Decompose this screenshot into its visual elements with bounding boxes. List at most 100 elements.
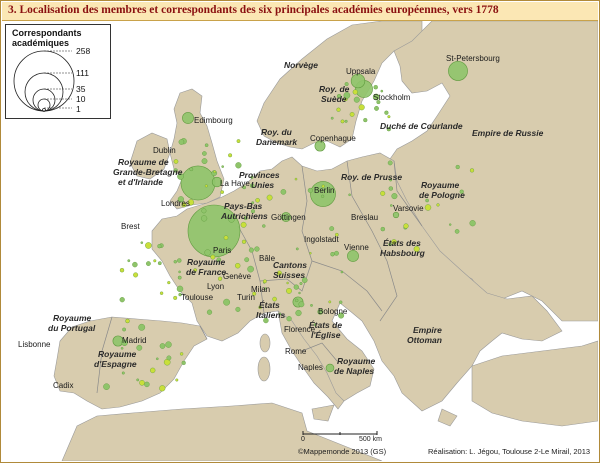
correspondent-dot bbox=[157, 261, 162, 266]
correspondent-dot bbox=[120, 346, 124, 350]
correspondent-dot bbox=[384, 110, 389, 115]
region-portugal-2: du Portugal bbox=[48, 323, 96, 333]
correspondent-dot bbox=[221, 165, 224, 168]
correspondent-dot bbox=[340, 119, 345, 124]
correspondent-dot bbox=[388, 186, 393, 191]
region-eglise-1: États de bbox=[309, 320, 343, 330]
correspondent-dot bbox=[250, 209, 255, 214]
correspondent-dot bbox=[328, 300, 332, 304]
legend-value-1: 1 bbox=[76, 104, 81, 114]
correspondent-dot bbox=[223, 298, 231, 306]
correspondent-dot bbox=[310, 303, 313, 307]
region-provinces-unies-1: Provinces bbox=[239, 170, 280, 180]
correspondent-dot bbox=[177, 275, 182, 280]
legend-value-111: 111 bbox=[76, 68, 89, 78]
correspondent-dot bbox=[391, 193, 398, 200]
correspondent-dot bbox=[424, 204, 432, 211]
correspondent-dot bbox=[339, 300, 343, 304]
region-eglise-2: l'Église bbox=[311, 330, 341, 340]
circle-varsovie bbox=[392, 211, 400, 219]
correspondent-dot bbox=[202, 151, 207, 156]
correspondent-dot bbox=[330, 251, 335, 257]
correspondent-dot bbox=[299, 282, 303, 286]
correspondent-dot bbox=[294, 177, 298, 181]
correspondent-dot bbox=[178, 139, 185, 145]
correspondent-dot bbox=[352, 89, 358, 95]
correspondent-dot bbox=[376, 100, 381, 105]
city-geneve: Genève bbox=[223, 272, 252, 281]
region-espagne-1: Royaume bbox=[98, 349, 137, 359]
correspondent-dot bbox=[204, 143, 209, 147]
land-sicily bbox=[311, 404, 335, 422]
correspondent-dot bbox=[262, 224, 266, 228]
correspondent-dot bbox=[103, 383, 110, 391]
correspondent-dot bbox=[251, 201, 255, 205]
correspondent-dot bbox=[140, 241, 144, 244]
city-londres: Londres bbox=[161, 199, 190, 208]
region-france-2: de France bbox=[186, 267, 227, 277]
correspondent-dot bbox=[127, 259, 131, 263]
correspondent-dot bbox=[181, 202, 187, 208]
city-turin: Turin bbox=[237, 293, 255, 302]
correspondent-dot bbox=[286, 281, 289, 285]
correspondent-dots bbox=[103, 82, 476, 392]
correspondent-dot bbox=[173, 295, 178, 300]
city-toulouse: Toulouse bbox=[181, 293, 214, 302]
correspondent-dot bbox=[436, 203, 440, 207]
correspondent-dot bbox=[386, 127, 391, 132]
correspondent-dot bbox=[389, 178, 393, 182]
correspondent-dot bbox=[119, 297, 125, 303]
correspondent-dot bbox=[454, 229, 460, 234]
correspondent-dot bbox=[176, 285, 184, 293]
correspondent-dot bbox=[380, 190, 386, 196]
correspondent-dot bbox=[262, 279, 267, 284]
correspondent-dot bbox=[449, 223, 452, 226]
legend-circles bbox=[13, 50, 75, 112]
correspondent-dot bbox=[244, 257, 250, 263]
circle-g-ttingen bbox=[281, 212, 291, 222]
correspondent-dot bbox=[248, 247, 254, 253]
region-italiens-2: Italiens bbox=[256, 310, 286, 320]
city-cadix: Cadix bbox=[53, 381, 74, 390]
correspondent-dot bbox=[177, 258, 182, 263]
correspondent-dot bbox=[298, 291, 301, 295]
region-russie: Empire de Russie bbox=[472, 128, 544, 138]
correspondent-dot bbox=[278, 312, 282, 316]
correspondent-dot bbox=[459, 189, 464, 194]
correspondent-dot bbox=[189, 167, 194, 172]
city-milan: Milan bbox=[251, 285, 271, 294]
correspondent-dot bbox=[136, 378, 140, 382]
region-pologne-1: Royaume bbox=[421, 180, 460, 190]
circle-vienne bbox=[347, 250, 359, 262]
correspondent-dot bbox=[220, 190, 224, 194]
correspondent-dot bbox=[235, 162, 242, 169]
correspondent-dot bbox=[175, 378, 179, 382]
correspondent-dot bbox=[165, 341, 172, 348]
city-la-haye: La Haye bbox=[220, 179, 250, 188]
correspondent-dot bbox=[223, 235, 229, 240]
city-edimbourg: Edimbourg bbox=[194, 116, 233, 125]
correspondent-dot bbox=[380, 226, 385, 232]
legend-value-258: 258 bbox=[76, 46, 91, 56]
correspondent-dot bbox=[228, 216, 235, 223]
city-vienne: Vienne bbox=[344, 243, 369, 252]
correspondent-dot bbox=[121, 371, 125, 375]
correspondent-dot bbox=[372, 93, 380, 101]
correspondent-dot bbox=[177, 196, 185, 203]
region-danemark-2: Danemark bbox=[256, 137, 298, 147]
correspondent-dot bbox=[334, 250, 339, 256]
correspondent-dot bbox=[249, 183, 255, 188]
city-varsovie: Varsovie bbox=[393, 204, 424, 213]
correspondent-dot bbox=[336, 107, 341, 112]
correspondent-dot bbox=[179, 352, 184, 356]
correspondent-dot bbox=[145, 261, 151, 267]
correspondent-dot bbox=[187, 199, 195, 206]
correspondent-dot bbox=[228, 153, 233, 158]
city-paris: Paris bbox=[213, 246, 232, 255]
region-suede-2: Suède bbox=[321, 94, 347, 104]
region-naples-2: de Naples bbox=[334, 366, 375, 376]
correspondent-dot bbox=[348, 193, 351, 197]
correspondent-dot bbox=[295, 298, 299, 303]
correspondent-dot bbox=[344, 119, 348, 123]
